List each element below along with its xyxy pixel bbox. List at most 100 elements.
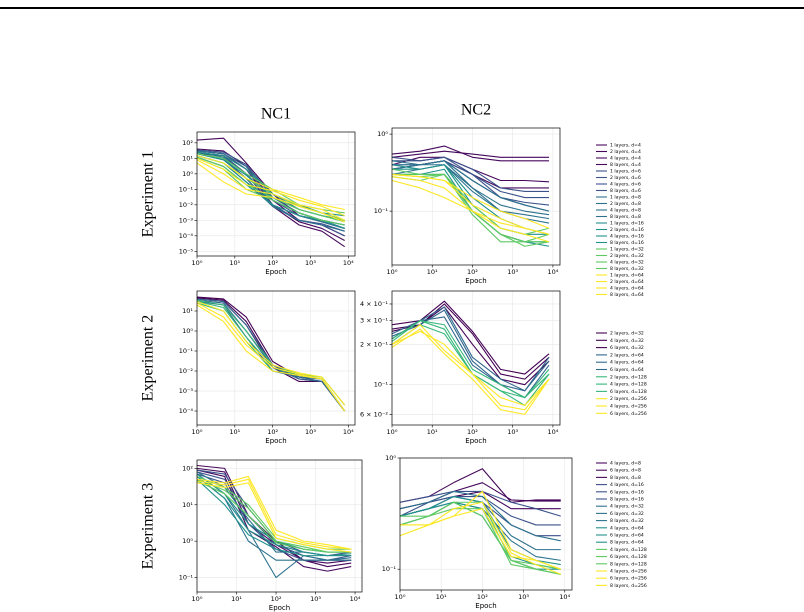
legend-label: 1 layers, d=64 — [610, 273, 644, 279]
legend-label: 2 layers, d=256 — [610, 396, 647, 402]
x-tick-label: 10² — [267, 259, 278, 267]
series-line — [197, 478, 352, 557]
series-line — [392, 328, 550, 415]
x-tick-label: 10¹ — [229, 259, 240, 267]
x-tick-label: 10³ — [507, 428, 518, 436]
x-tick-label: 10² — [271, 595, 282, 603]
y-tick-label: 10⁰ — [182, 327, 193, 335]
y-tick-label: 10⁻⁴ — [179, 407, 194, 415]
legend-label: 4 layers, d=128 — [610, 382, 647, 388]
legend-label: 2 layers, d=128 — [610, 374, 647, 380]
series-line — [400, 490, 561, 542]
legend-label: 6 layers, d=256 — [610, 576, 647, 582]
subplot-title: NC2 — [461, 102, 491, 119]
series-line — [400, 508, 561, 570]
legend-label: 6 layers, d=128 — [610, 389, 647, 395]
legend-label: 1 layers, d=32 — [610, 247, 644, 253]
y-tick-label: 10² — [182, 464, 193, 472]
x-tick-label: 10⁴ — [547, 428, 558, 436]
x-axis-label: Epoch — [465, 277, 486, 285]
y-tick-label: 10² — [182, 139, 193, 147]
series-line — [197, 157, 345, 217]
legend-label: 1 layers, d=8 — [610, 195, 641, 201]
x-tick-label: 10⁰ — [387, 268, 398, 276]
subplot-title: NC1 — [261, 106, 291, 123]
legend-label: 8 layers, d=8 — [610, 475, 641, 481]
x-tick-label: 10⁴ — [547, 268, 558, 276]
legend-label: 1 layers, d=16 — [610, 221, 644, 227]
legend-label: 2 layers, d=32 — [610, 253, 644, 259]
y-tick-label: 10⁻¹ — [374, 207, 389, 215]
plot-area — [197, 460, 362, 592]
series-line — [197, 304, 346, 412]
row-label: Experiment 2 — [140, 315, 157, 402]
y-tick-label: 6 × 10⁻² — [360, 410, 388, 418]
x-tick-label: 10¹ — [427, 428, 438, 436]
y-tick-label: 3 × 10⁻¹ — [360, 317, 388, 325]
legend-label: 6 layers, d=128 — [610, 554, 647, 560]
legend-label: 4 layers, d=32 — [610, 504, 644, 510]
legend-label: 8 layers, d=256 — [610, 583, 647, 589]
legend-label: 8 layers, d=8 — [610, 214, 641, 220]
legend-label: 2 layers, d=32 — [610, 331, 644, 337]
legend-label: 4 layers, d=128 — [610, 547, 647, 553]
legend-label: 6 layers, d=16 — [610, 489, 644, 495]
series-line — [197, 478, 352, 550]
x-tick-label: 10³ — [310, 595, 321, 603]
legend-label: 4 layers, d=64 — [610, 360, 644, 366]
x-axis-label: Epoch — [475, 602, 496, 610]
x-tick-label: 10³ — [305, 428, 316, 436]
legend-label: 2 layers, d=6 — [610, 175, 641, 181]
y-tick-label: 10¹ — [182, 501, 193, 509]
x-tick-label: 10³ — [518, 593, 529, 601]
row-label: Experiment 1 — [140, 151, 157, 238]
legend-label: 8 layers, d=16 — [610, 497, 644, 503]
y-tick-label: 10⁰ — [385, 454, 396, 462]
legend-label: 4 layers, d=32 — [610, 260, 644, 266]
legend-label: 4 layers, d=256 — [610, 569, 647, 575]
x-axis-label: Epoch — [265, 437, 286, 445]
y-tick-label: 10⁻¹ — [382, 565, 397, 573]
legend-label: 4 layers, d=4 — [610, 156, 641, 162]
y-tick-label: 10⁻¹ — [179, 185, 194, 193]
y-tick-label: 4 × 10⁻¹ — [360, 300, 388, 308]
plot-frame — [196, 131, 356, 257]
legend-label: 1 layers, d=4 — [610, 143, 641, 149]
y-tick-label: 10⁰ — [377, 130, 388, 138]
legend-label: 4 layers, d=64 — [610, 286, 644, 292]
x-tick-label: 10⁰ — [192, 259, 203, 267]
y-tick-label: 10⁻⁴ — [179, 232, 194, 240]
series-line — [392, 179, 550, 243]
y-tick-label: 10⁻¹ — [374, 381, 389, 389]
legend-label: 8 layers, d=6 — [610, 188, 641, 194]
y-tick-label: 10⁻³ — [179, 387, 194, 395]
legend-label: 6 layers, d=64 — [610, 367, 644, 373]
plot-area — [197, 291, 355, 425]
legend-label: 6 layers, d=32 — [610, 511, 644, 517]
y-tick-label: 10⁻⁵ — [179, 247, 194, 255]
x-tick-label: 10³ — [507, 268, 518, 276]
legend-label: 2 layers, d=16 — [610, 227, 644, 233]
legend-label: 8 layers, d=32 — [610, 266, 644, 272]
y-tick-label: 10¹ — [182, 154, 193, 162]
x-tick-label: 10⁴ — [343, 259, 354, 267]
y-tick-label: 10⁻² — [179, 201, 194, 209]
x-tick-label: 10⁴ — [343, 428, 354, 436]
series-line — [197, 480, 352, 553]
series-line — [197, 159, 345, 221]
legend-label: 4 layers, d=16 — [610, 234, 644, 240]
x-tick-label: 10² — [267, 428, 278, 436]
x-tick-label: 10⁰ — [387, 428, 398, 436]
legend-label: 1 layers, d=6 — [610, 169, 641, 175]
x-axis-label: Epoch — [265, 268, 286, 276]
y-tick-label: 10⁻³ — [179, 216, 194, 224]
series-line — [392, 145, 550, 162]
x-tick-label: 10⁴ — [350, 595, 361, 603]
x-tick-label: 10⁴ — [559, 593, 570, 601]
legend-label: 4 layers, d=16 — [610, 482, 644, 488]
x-axis-label: Epoch — [465, 437, 486, 445]
series-line — [197, 300, 346, 406]
series-line — [392, 150, 550, 158]
legend-label: 8 layers, d=16 — [610, 240, 644, 246]
